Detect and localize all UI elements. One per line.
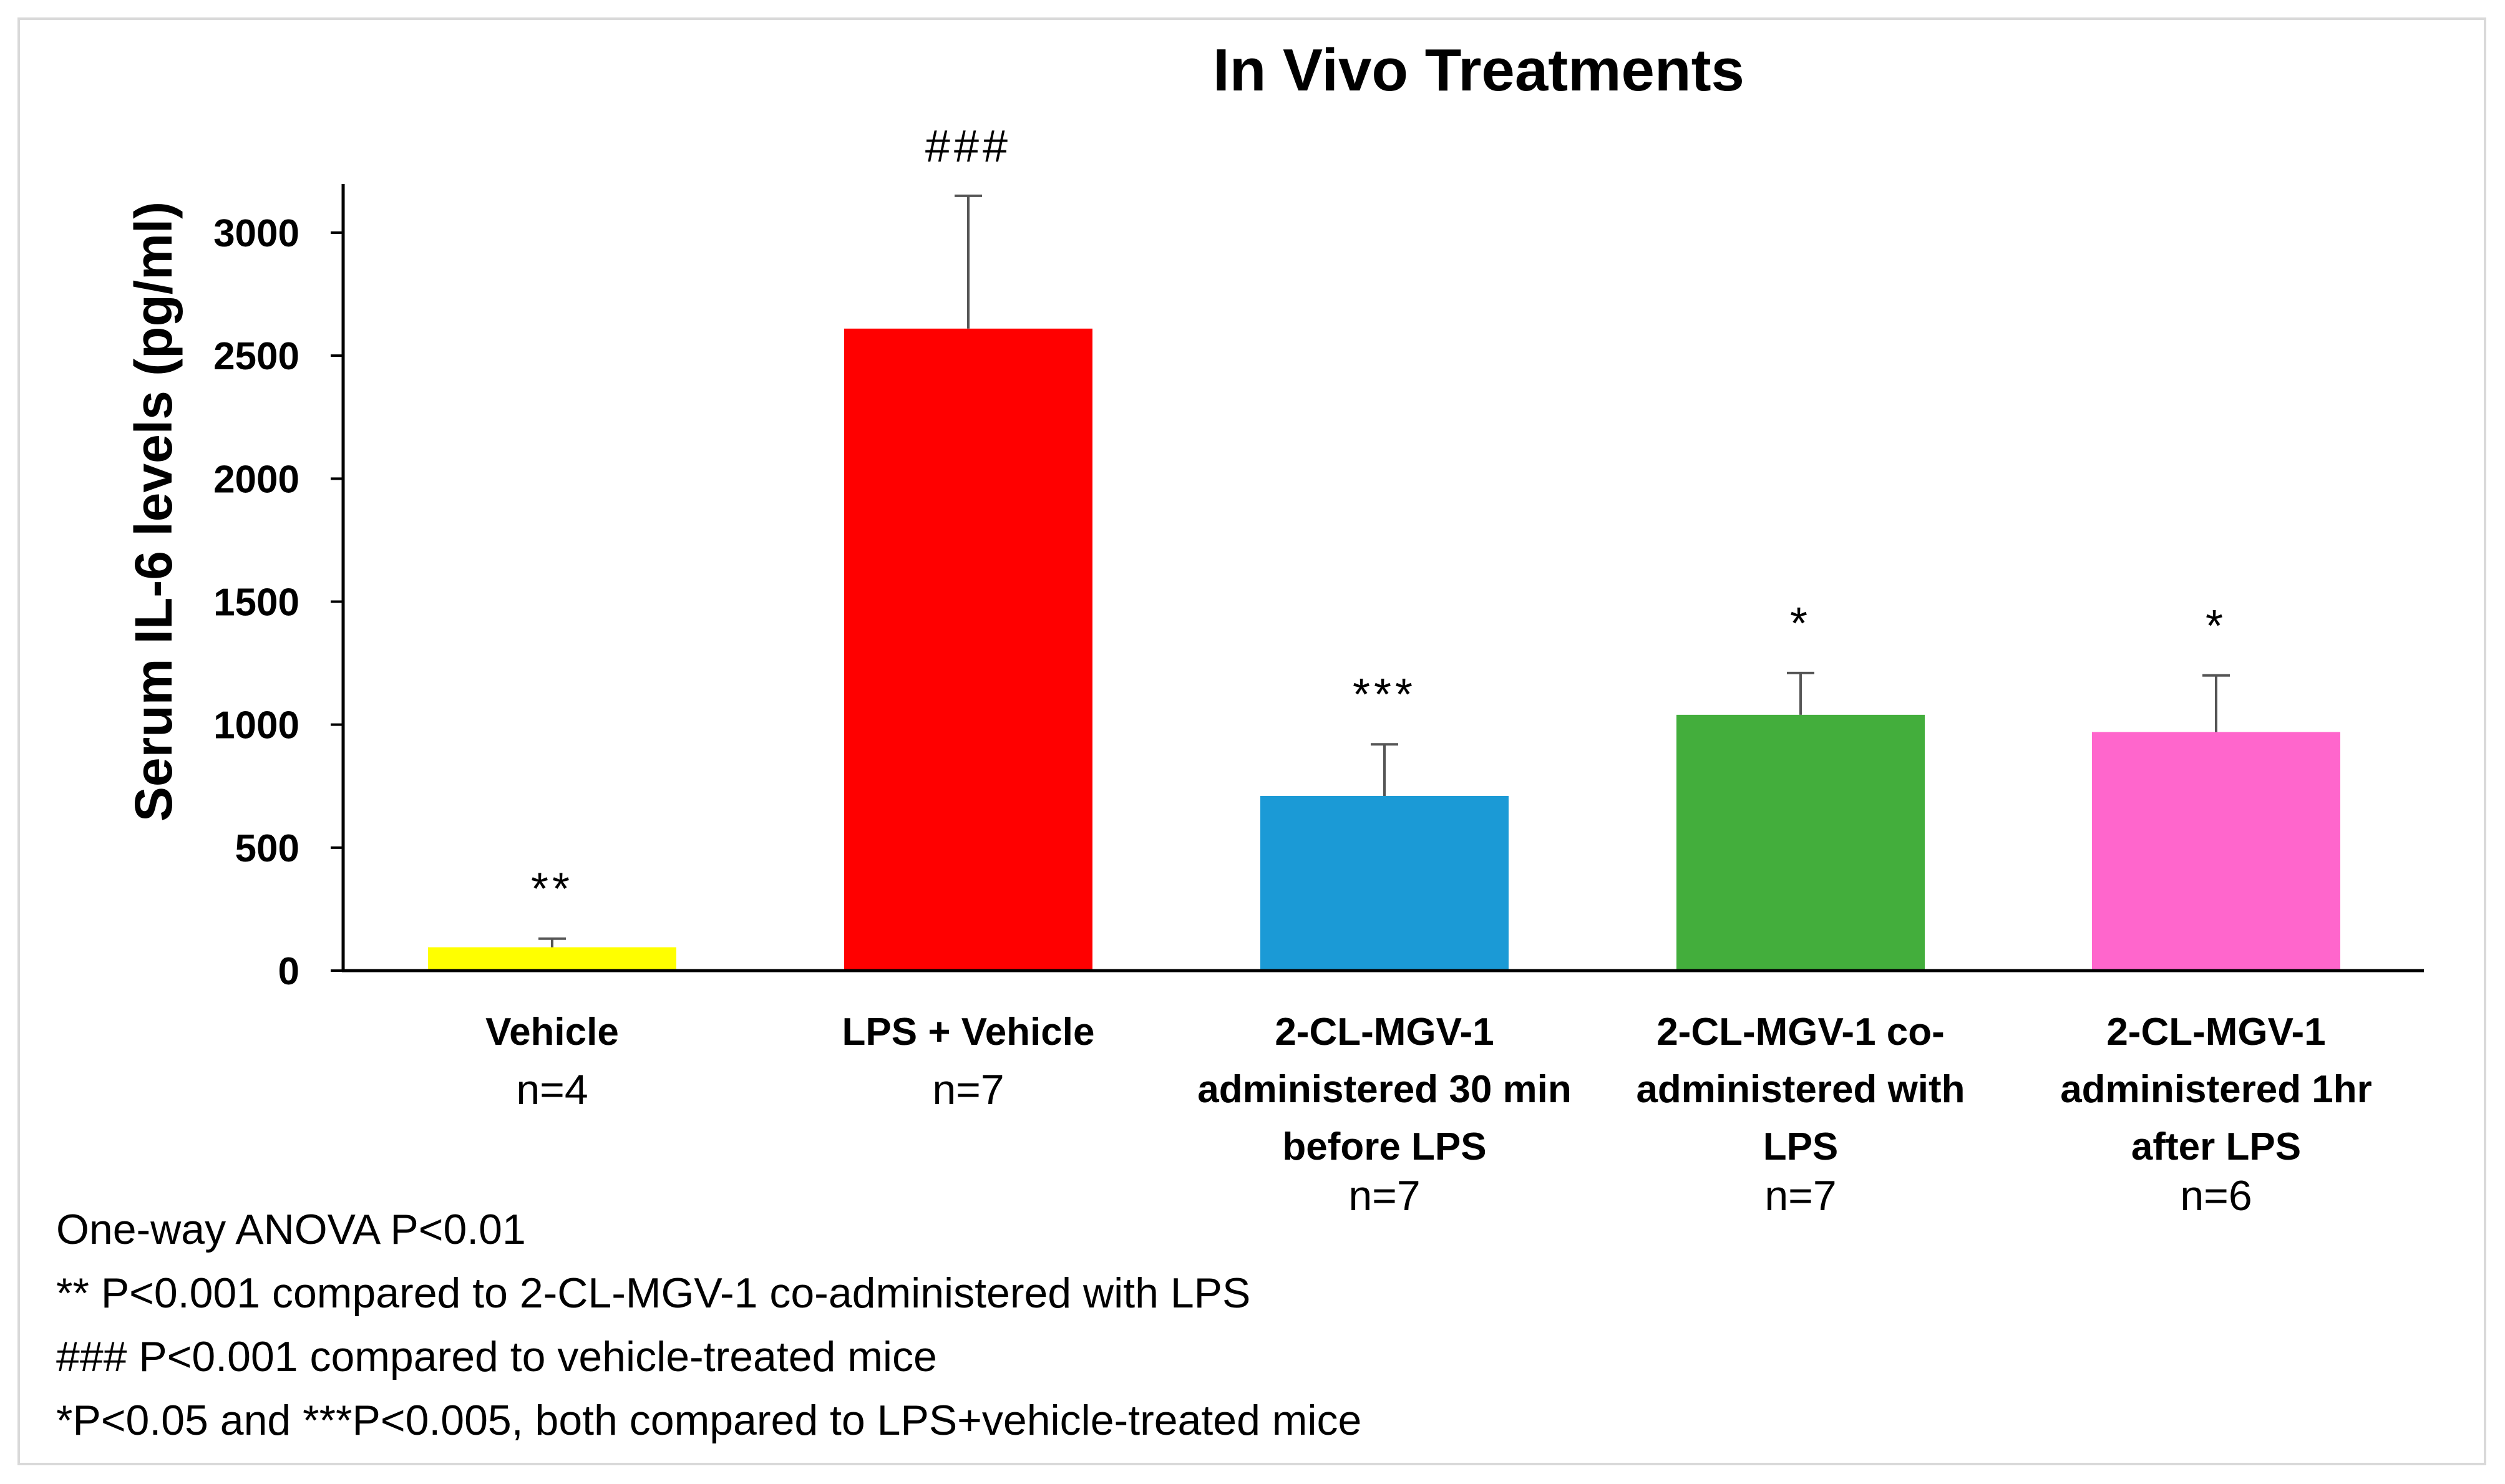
x-category-label: Vehicle [485,1011,619,1054]
y-tick-label: 1500 [213,581,299,624]
y-tick-label: 500 [235,827,299,870]
bars [428,328,2340,971]
chart-frame [17,17,2486,1465]
significance-marker: * [1790,599,1811,649]
error-bars [538,194,2230,948]
significance-marker: *** [1353,670,1416,720]
significance-marker: ** [531,865,573,914]
x-sample-size: n=7 [1348,1172,1420,1220]
bar [2092,732,2340,971]
bar-chart: In Vivo Treatments Serum IL-6 levels (pg… [124,37,2424,1220]
y-axis-ticks: 0 500 1000 1500 2000 2500 3000 [213,212,343,993]
x-sample-size: n=6 [2180,1172,2252,1220]
x-category-label: LPS + Vehicle [842,1011,1095,1054]
y-tick-label: 1000 [213,704,299,747]
note-line-3: ### P<0.001 compared to vehicle-treated … [56,1333,937,1380]
x-category-label: 2-CL-MGV-1 co- [1656,1011,1945,1054]
bar [844,328,1092,971]
x-sample-size: n=4 [516,1066,588,1113]
x-category-label: 2-CL-MGV-1 [2106,1011,2325,1054]
chart-title: In Vivo Treatments [1213,37,1744,104]
y-axis-label: Serum IL-6 levels (pg/ml) [124,201,183,822]
x-axis-labels: Vehicle n=4 LPS + Vehicle n=7 2-CL-MGV-1 admi… [485,1011,2372,1220]
y-tick-label: 0 [278,950,299,993]
x-category-label: administered with [1636,1068,1965,1111]
y-tick-label: 3000 [213,212,299,255]
y-tick-label: 2500 [213,335,299,378]
significance-marker: * [2206,601,2227,651]
x-category-label: administered 30 min [1197,1068,1572,1111]
x-sample-size: n=7 [932,1066,1004,1113]
note-line-1: One-way ANOVA P<0.01 [56,1206,526,1253]
bar [1260,796,1509,971]
y-tick-label: 2000 [213,458,299,501]
x-category-label: before LPS [1282,1125,1486,1168]
x-category-label: 2-CL-MGV-1 [1275,1011,1494,1054]
x-category-label: after LPS [2131,1125,2301,1168]
bar [428,947,676,971]
bar [1676,714,1925,971]
statistics-notes: One-way ANOVA P<0.01 ** P<0.001 compared… [56,1198,1928,1452]
note-line-4: *P<0.05 and ***P<0.005, both compared to… [56,1397,1362,1444]
x-category-label: LPS [1763,1125,1839,1168]
significance-marker: ### [925,122,1011,172]
note-line-2: ** P<0.001 compared to 2-CL-MGV-1 co-adm… [56,1269,1251,1317]
significance-annotations: **###**** * [531,122,2227,914]
x-sample-size: n=7 [1764,1172,1836,1220]
x-category-label: administered 1hr [2060,1068,2372,1111]
